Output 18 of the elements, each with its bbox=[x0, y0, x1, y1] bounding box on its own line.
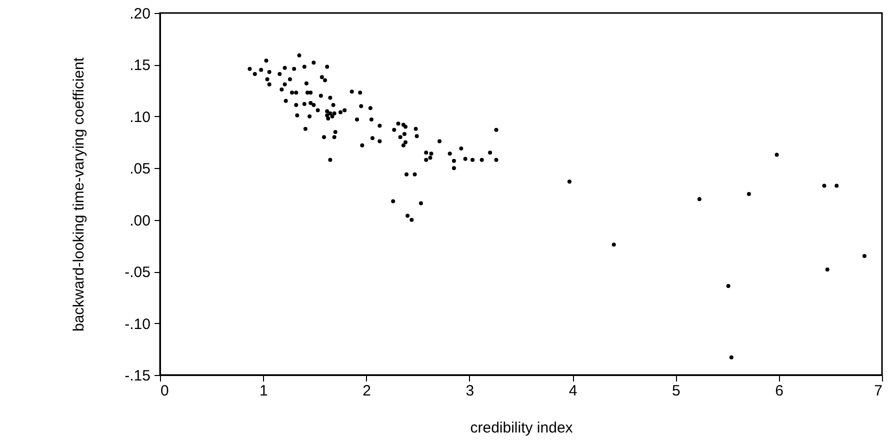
y-tick-label: -.10 bbox=[124, 316, 150, 333]
x-tick-label: 0 bbox=[160, 382, 169, 400]
y-axis-title: backward-looking time-varying coefficient bbox=[70, 56, 88, 332]
y-tick-label: .10 bbox=[130, 108, 150, 126]
y-tick-label: -.05 bbox=[124, 264, 150, 282]
x-tick-label: 2 bbox=[362, 382, 371, 400]
x-axis-title: credibility index bbox=[470, 420, 574, 436]
y-tick-label: .00 bbox=[130, 212, 150, 230]
y-tick-label: -.15 bbox=[124, 368, 150, 384]
x-tick-label: 4 bbox=[568, 382, 578, 400]
x-tick-label: 1 bbox=[259, 382, 268, 400]
x-tick-label: 7 bbox=[874, 382, 882, 400]
y-tick-label: .05 bbox=[130, 160, 150, 178]
y-tick-label: .15 bbox=[130, 57, 150, 74]
x-tick-label: 3 bbox=[466, 382, 474, 400]
x-tick-label: 6 bbox=[775, 382, 784, 400]
x-tick-label: 5 bbox=[672, 382, 680, 400]
y-tick-label: .20 bbox=[130, 6, 150, 22]
